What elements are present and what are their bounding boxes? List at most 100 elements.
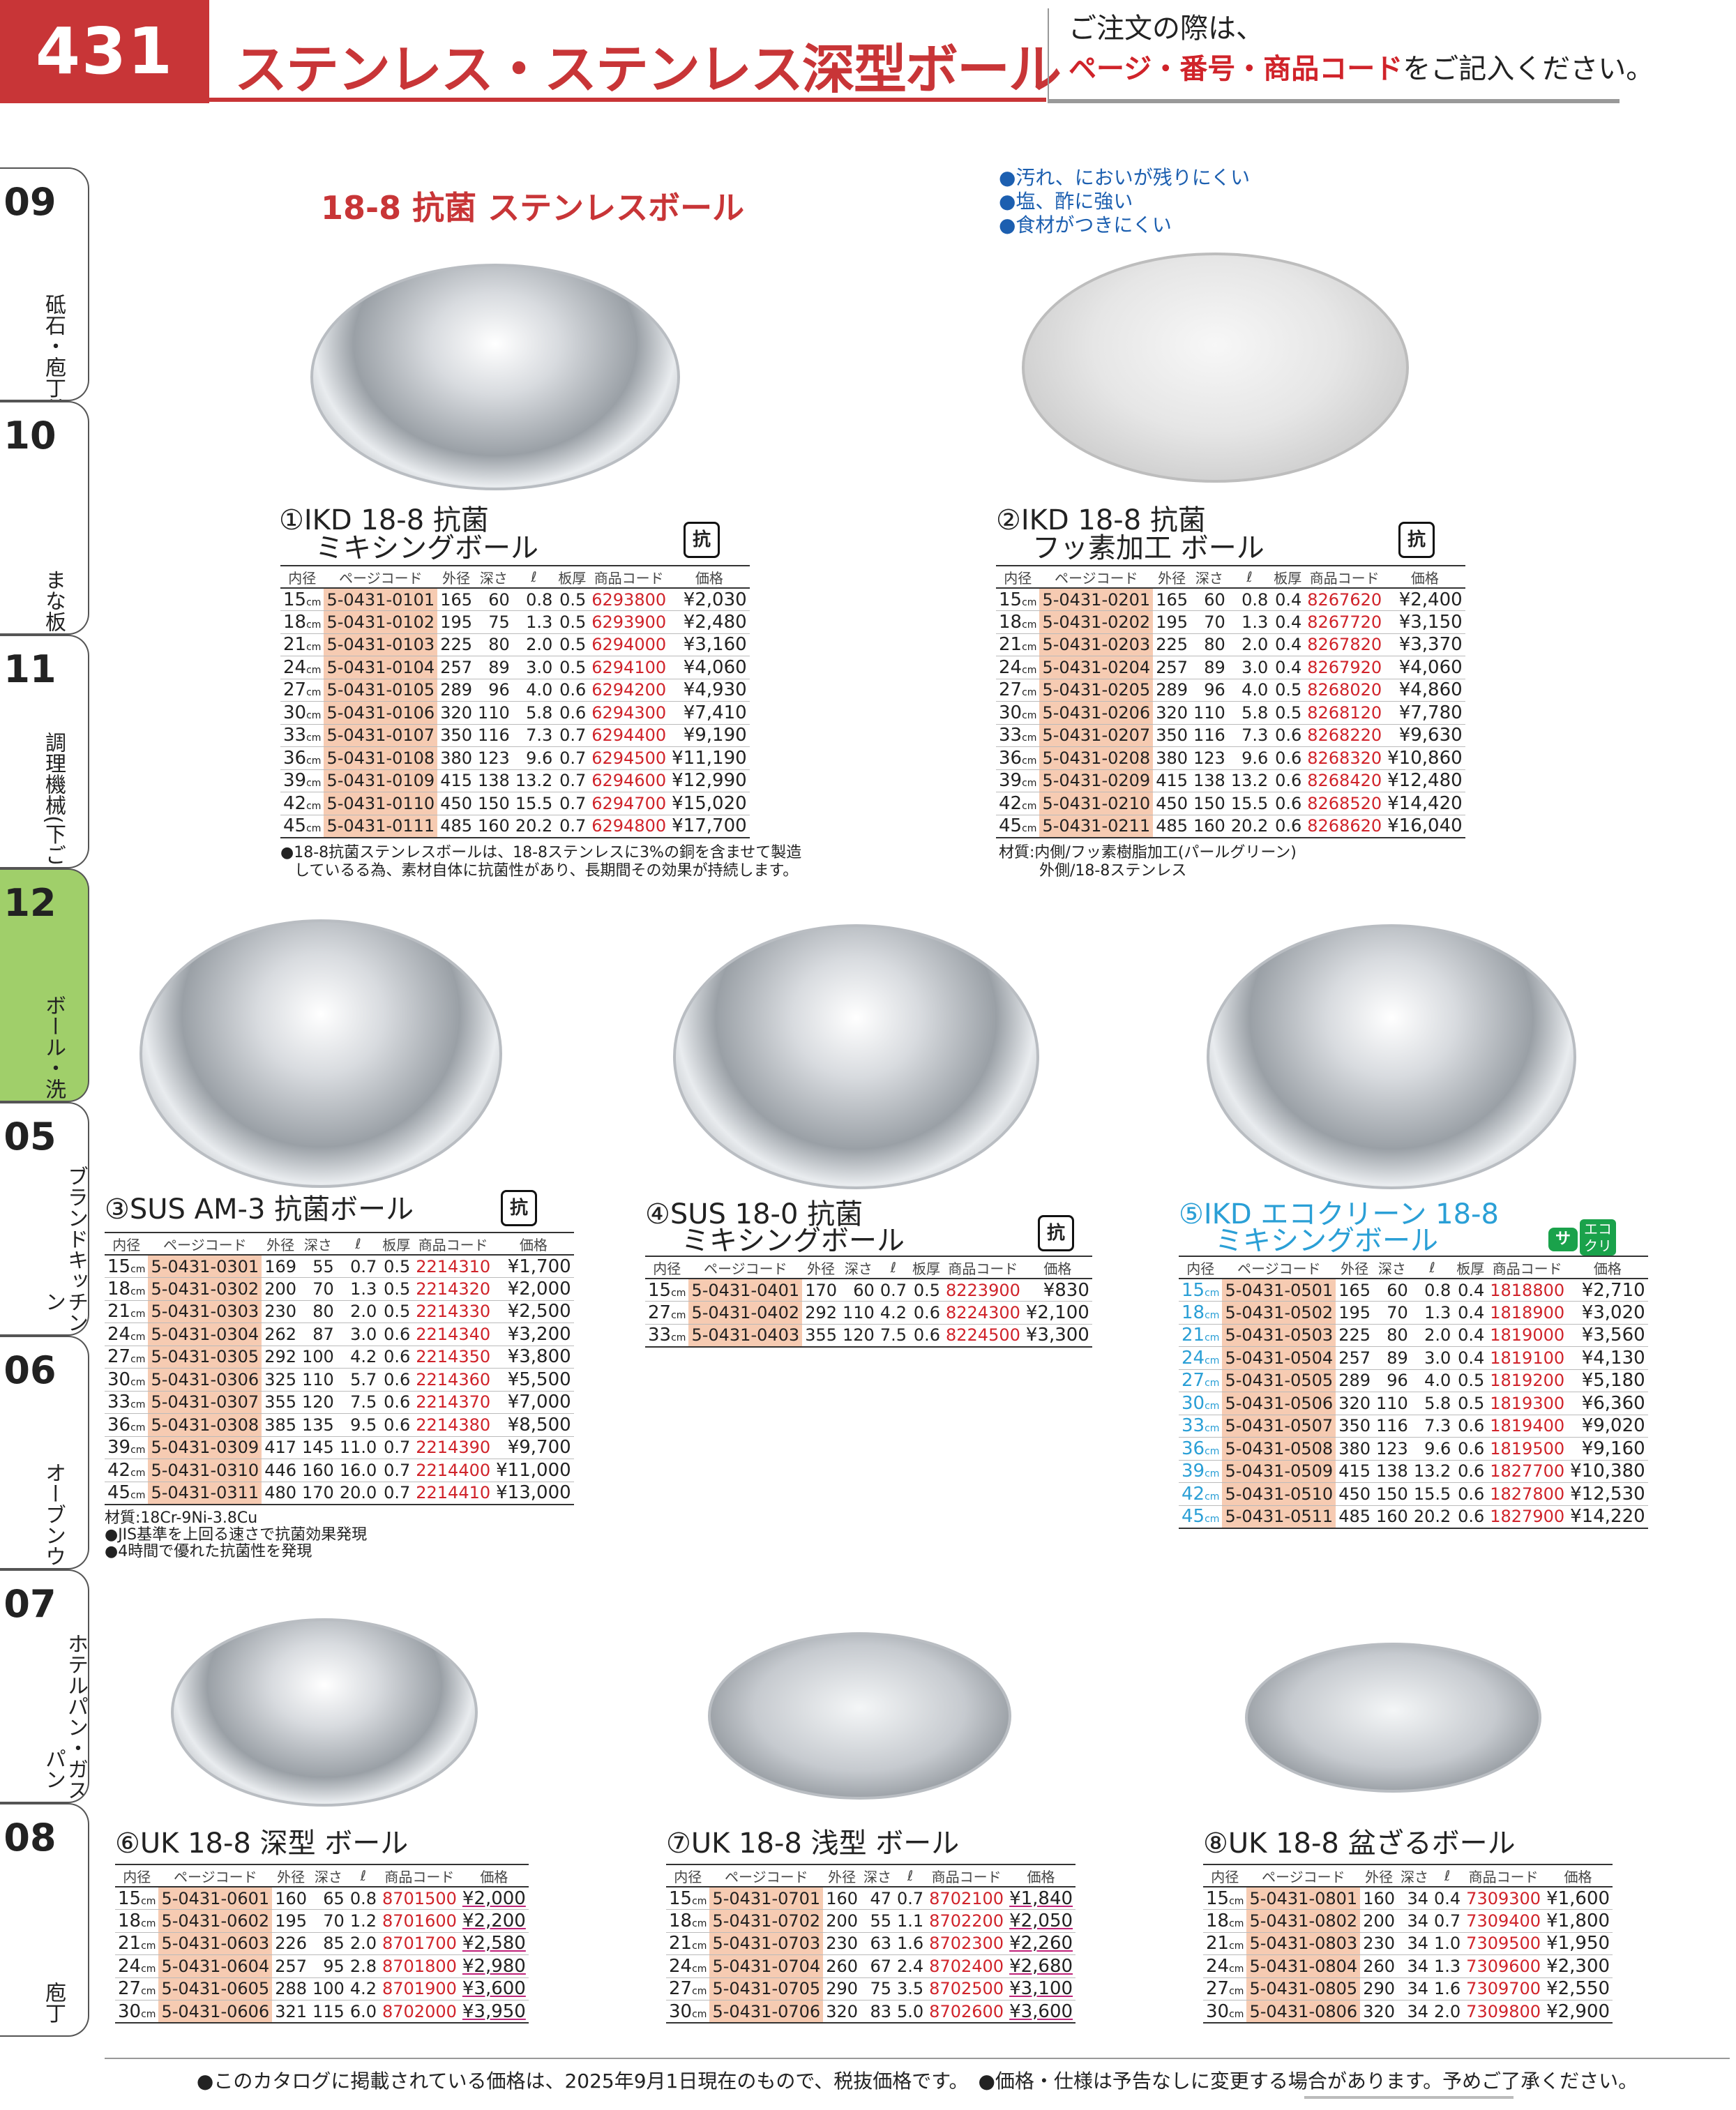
price-cell: ¥1,840 — [1006, 1887, 1076, 1910]
thickness-cell: 0.6 — [909, 1301, 943, 1325]
product-code-cell: 8268320 — [1304, 746, 1385, 770]
size-cell: 33cm — [996, 724, 1040, 747]
product-code-cell: 8701900 — [379, 1977, 460, 2000]
price-cell: ¥5,180 — [1567, 1369, 1648, 1392]
size-cell: 36cm — [1179, 1437, 1223, 1461]
price-cell: ¥2,030 — [669, 588, 750, 611]
size-value: 15 — [283, 589, 307, 610]
column-header-l: ℓ — [1228, 565, 1271, 589]
thickness-cell: 0.6 — [1454, 1505, 1488, 1529]
product-code-cell: 8702500 — [926, 1977, 1007, 2000]
tab-07[interactable]: 07 ホテルパン・ガストロノームパン — [0, 1569, 89, 1803]
tab-06[interactable]: 06 オーブンウェア — [0, 1336, 89, 1569]
depth-cell: 70 — [310, 1909, 347, 1933]
size-value: 45 — [283, 815, 307, 836]
column-header-od: 外径 — [437, 565, 475, 589]
table-row: 24cm 5-0431-0704 260 67 2.4 8702400 ¥2,680 — [666, 1954, 1076, 1978]
page-code-cell: 5-0431-0307 — [148, 1391, 262, 1414]
outer-diameter-cell: 160 — [272, 1887, 310, 1910]
tab-11[interactable]: 11 調理機械(下ごしらえ) — [0, 635, 89, 868]
size-unit: cm — [692, 1917, 707, 1929]
tab-08[interactable]: 08 庖丁 — [0, 1803, 89, 2037]
tab-12[interactable]: 12 ボール・洗い桶 — [0, 868, 89, 1102]
product-5-table: 内径 ページコード 外径 深さ ℓ 板厚 商品コード 価格 15cm 5-0431-0501 165… — [1179, 1256, 1648, 1529]
size-unit: cm — [141, 1917, 156, 1929]
capacity-cell: 2.0 — [1410, 1324, 1454, 1347]
depth-cell: 110 — [475, 701, 513, 725]
tab-10[interactable]: 10 まな板 — [0, 401, 89, 635]
size-value: 30 — [107, 1369, 131, 1390]
page-code-cell: 5-0431-0204 — [1039, 656, 1154, 679]
size-value: 21 — [1206, 1933, 1230, 1954]
product-2-note: 材質:内側/フッ素樹脂加工(パールグリーン) 外側/18-8ステンレス — [999, 844, 1297, 880]
table-row: 15cm 5-0431-0701 160 47 0.7 8702100 ¥1,840 — [666, 1887, 1076, 1910]
price-cell: ¥2,260 — [1006, 1932, 1076, 1955]
price-cell: ¥2,050 — [1006, 1909, 1076, 1933]
capacity-cell: 5.0 — [894, 2000, 927, 2024]
price-cell: ¥2,580 — [459, 1932, 529, 1955]
product-code-cell: 8702200 — [926, 1909, 1007, 1933]
thickness-cell: 0.6 — [555, 701, 589, 725]
tab-number: 10 — [3, 414, 56, 458]
depth-cell: 115 — [310, 2000, 347, 2024]
size-unit: cm — [141, 1895, 156, 1907]
size-cell: 36cm — [280, 746, 324, 770]
outer-diameter-cell: 170 — [802, 1279, 840, 1302]
product-code-cell: 8701500 — [379, 1887, 460, 1910]
outer-diameter-cell: 169 — [262, 1255, 299, 1278]
capacity-cell: 1.3 — [1228, 610, 1271, 634]
capacity-cell: 13.2 — [1410, 1460, 1454, 1483]
capacity-cell: 4.2 — [336, 1346, 380, 1369]
depth-cell: 100 — [299, 1346, 337, 1369]
product-7-title: ⑦UK 18-8 浅型 ボール — [666, 1828, 960, 1860]
product-2-image — [1022, 253, 1409, 483]
price-cell: ¥2,500 — [493, 1300, 574, 1323]
depth-cell: 60 — [1373, 1279, 1411, 1302]
depth-cell: 160 — [299, 1459, 337, 1482]
depth-cell: 160 — [1191, 815, 1228, 838]
outer-diameter-cell: 200 — [1360, 1909, 1398, 1933]
depth-cell: 150 — [1373, 1482, 1411, 1506]
thickness-cell: 0.5 — [379, 1255, 414, 1278]
column-header-code: 商品コード — [1304, 565, 1385, 589]
outer-diameter-cell: 292 — [262, 1346, 299, 1369]
size-unit: cm — [130, 1286, 146, 1297]
column-header-depth: 深さ — [475, 565, 513, 589]
product-code-cell: 7309800 — [1463, 2000, 1544, 2024]
capacity-cell: 4.2 — [877, 1301, 909, 1325]
thickness-cell: 0.6 — [379, 1368, 414, 1392]
table-row: 36cm 5-0431-0108 380 123 9.6 0.7 6294500 ¥11,19… — [280, 746, 750, 770]
size-cell: 27cm — [1179, 1369, 1223, 1392]
size-unit: cm — [1205, 1445, 1220, 1457]
page-code-cell: 5-0431-0207 — [1039, 724, 1154, 747]
thickness-cell: 0.6 — [909, 1324, 943, 1348]
capacity-cell: 0.7 — [336, 1255, 380, 1278]
price-cell: ¥1,800 — [1543, 1909, 1613, 1933]
size-cell: 33cm — [1179, 1415, 1223, 1438]
outer-diameter-cell: 290 — [1360, 1977, 1398, 2000]
capacity-cell: 2.0 — [512, 633, 556, 656]
outer-diameter-cell: 321 — [272, 2000, 310, 2024]
size-value: 36 — [1182, 1438, 1205, 1459]
product-code-cell: 8701600 — [379, 1909, 460, 1933]
page-code-cell: 5-0431-0104 — [324, 656, 438, 679]
product-code-cell: 6294000 — [589, 633, 670, 656]
tab-number: 06 — [3, 1348, 56, 1392]
depth-cell: 65 — [310, 1887, 347, 1910]
depth-cell: 83 — [861, 2000, 894, 2024]
order-note-rest: をご記入ください。 — [1403, 53, 1654, 85]
product-code-cell: 2214390 — [413, 1436, 494, 1459]
tab-label: 調理機械(下ごしらえ) — [41, 732, 66, 868]
page-code-cell: 5-0431-0803 — [1246, 1932, 1361, 1955]
size-value: 45 — [107, 1482, 131, 1503]
size-unit: cm — [306, 755, 322, 767]
table-row: 21cm 5-0431-0803 230 34 1.0 7309500 ¥1,950 — [1203, 1932, 1613, 1955]
tab-09[interactable]: 09 砥石・庖丁差し — [0, 167, 89, 401]
page-code-cell: 5-0431-0304 — [148, 1322, 262, 1346]
table-row: 36cm 5-0431-0208 380 123 9.6 0.6 8268320 ¥10,86… — [996, 746, 1465, 770]
outer-diameter-cell: 355 — [802, 1324, 840, 1348]
tab-05[interactable]: 05 ブランドキッチンコレクション — [0, 1102, 89, 1336]
size-unit: cm — [1205, 1514, 1220, 1525]
capacity-cell: 9.6 — [1228, 746, 1271, 770]
column-header-thick: 板厚 — [379, 1232, 414, 1256]
